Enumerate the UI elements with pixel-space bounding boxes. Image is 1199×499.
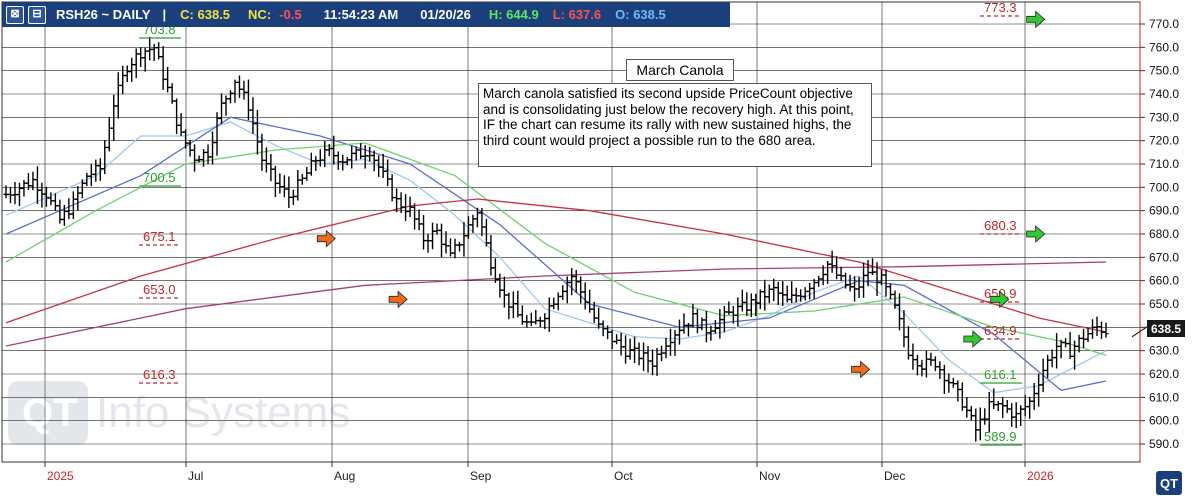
x-tick-label: Nov	[759, 469, 780, 483]
y-tick-label: 760.0	[1149, 40, 1179, 54]
x-tick-label: Jul	[188, 469, 203, 483]
moving-average-green	[5, 142, 1107, 356]
y-tick-label: 600.0	[1149, 414, 1179, 428]
y-tick-label: 750.0	[1149, 64, 1179, 78]
low-price: L: 637.6	[552, 7, 602, 22]
price-level-label: 653.0	[143, 282, 176, 297]
last-price-pointer	[1131, 326, 1148, 338]
ohlc-bars	[3, 36, 1109, 442]
watermark-logo: QT Info Systems	[8, 377, 368, 449]
x-axis: 2025 Jul Aug Sep Oct Nov Dec 2026	[2, 461, 1140, 483]
moving-average-purple	[5, 261, 1107, 347]
open-price: O: 638.5	[615, 7, 666, 22]
annotation-text: March canola satisfied its second upside…	[478, 83, 872, 167]
x-tick-label: 2026	[1027, 469, 1054, 483]
x-tick-label: 2025	[47, 469, 74, 483]
green-arrow-icon	[1026, 225, 1046, 243]
annotation-title: March Canola	[626, 59, 734, 81]
quote-time: 11:54:23 AM	[323, 7, 399, 22]
plot-area	[1, 1, 1141, 463]
y-tick-label: 700.0	[1149, 180, 1179, 194]
brand-badge: QT	[1156, 471, 1182, 495]
y-tick-label: 650.0	[1149, 297, 1179, 311]
green-arrow-icon	[1026, 10, 1046, 29]
y-tick-label: 690.0	[1149, 204, 1179, 218]
qt-logo-mark: QT	[8, 381, 88, 445]
moving-average-red	[5, 198, 1107, 333]
header-divider: |	[162, 7, 167, 22]
moving-averages	[5, 116, 1107, 394]
last-price-tag: 638.5	[1147, 320, 1185, 337]
y-tick-label: 660.0	[1149, 274, 1179, 288]
moving-average-blue	[5, 116, 1107, 392]
y-tick-label: 710.0	[1149, 157, 1179, 171]
price-level-label: 589.9	[984, 429, 1017, 444]
y-tick-label: 720.0	[1149, 134, 1179, 148]
moving-average-lightblue	[5, 121, 1107, 394]
ohlc-bar	[1103, 322, 1109, 338]
x-tick-label: Sep	[470, 469, 492, 483]
orange-arrow-icon	[851, 360, 871, 379]
x-tick-label: Aug	[334, 469, 355, 483]
y-tick-label: 740.0	[1149, 87, 1179, 101]
y-tick-label: 620.0	[1149, 367, 1179, 381]
y-tick-label: 590.0	[1149, 437, 1179, 451]
price-level-label: 773.3	[984, 0, 1017, 15]
orange-arrow-icon	[388, 290, 408, 309]
close-window-button[interactable]: ⊠	[6, 5, 24, 24]
quote-header: ⊠ ⊟ RSH26 ~ DAILY | C: 638.5 NC: -0.5 11…	[2, 2, 730, 27]
orange-arrow-icon	[316, 229, 336, 248]
green-arrow-icon	[990, 290, 1010, 309]
watermark-text: Info Systems	[96, 388, 351, 437]
high-price: H: 644.9	[488, 7, 539, 22]
price-level-label: 680.3	[984, 218, 1017, 233]
x-tick-label: Dec	[884, 469, 905, 483]
price-level-label: 616.3	[143, 367, 176, 382]
y-tick-label: 630.0	[1149, 344, 1179, 358]
quote-date: 01/20/26	[420, 7, 471, 22]
net-change-label: NC:	[248, 7, 272, 22]
y-tick-label: 610.0	[1149, 390, 1179, 404]
price-level-label: 616.1	[984, 367, 1017, 382]
y-tick-label: 770.0	[1149, 17, 1179, 31]
price-level-label: 675.1	[143, 229, 176, 244]
close-price: C: 638.5	[180, 7, 231, 22]
symbol-label: RSH26 ~ DAILY	[56, 7, 151, 22]
net-change-value: -0.5	[279, 7, 302, 22]
price-level-label: 700.5	[143, 170, 176, 185]
y-tick-label: 670.0	[1149, 250, 1179, 264]
y-tick-label: 730.0	[1149, 110, 1179, 124]
green-arrow-icon	[963, 330, 983, 348]
price-level-label: 634.9	[984, 323, 1017, 338]
x-tick-label: Oct	[614, 469, 633, 483]
y-tick-label: 680.0	[1149, 227, 1179, 241]
signal-arrows	[316, 10, 1046, 379]
minimize-window-button[interactable]: ⊟	[28, 5, 46, 24]
